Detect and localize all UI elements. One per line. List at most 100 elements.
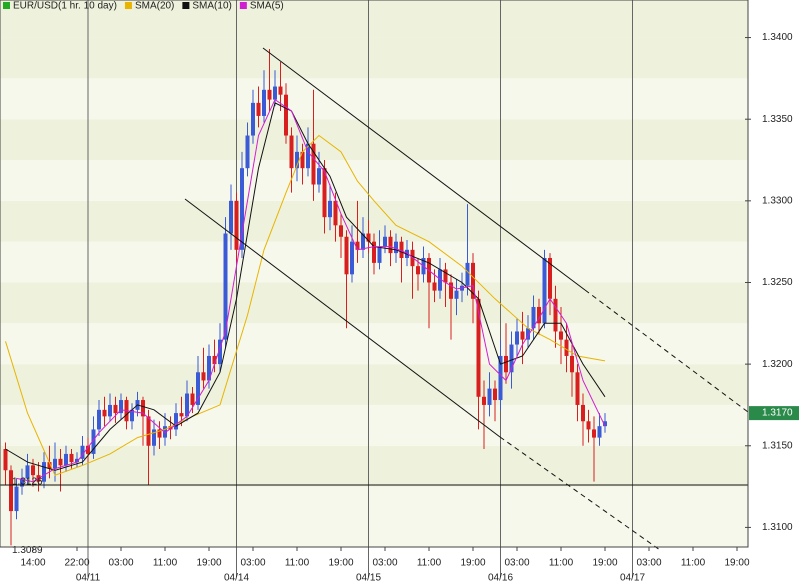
annotations: 1.3100 1.3150 1.3200 1.3250 1.3300 1.3350 1.34… (0, 32, 799, 584)
candle-body (322, 168, 327, 218)
band (0, 0, 748, 38)
candle-body (157, 429, 162, 438)
plot-border (0, 0, 749, 548)
x-tick-label: 22:00 (64, 558, 89, 569)
y-tick-label: 1.3100 (762, 522, 793, 533)
candle-body (130, 409, 134, 422)
candle-body (372, 241, 376, 263)
candle-body (91, 429, 96, 454)
band (0, 364, 748, 405)
y-tick-label: 1.3400 (762, 32, 793, 43)
candle-body (449, 282, 453, 299)
x-tick-label: 19:00 (592, 558, 617, 569)
candle-body (504, 355, 508, 373)
band (0, 160, 748, 201)
date-label: 04/15 (356, 573, 381, 584)
candle-body (20, 478, 24, 487)
sma-line (5, 102, 606, 471)
candle-body (278, 86, 283, 95)
candle-body (350, 241, 354, 275)
x-tick-label: 11:00 (549, 558, 574, 569)
candle-body (548, 257, 552, 299)
candle-body (80, 445, 85, 459)
y-tick-label: 1.3150 (762, 440, 793, 451)
candle-body (25, 465, 30, 479)
candle-body (438, 269, 442, 291)
bands (0, 0, 748, 547)
candle-body (152, 429, 156, 446)
candle-body (355, 241, 360, 250)
y-tick-label: 1.3200 (762, 359, 793, 370)
candle-body (251, 102, 255, 136)
band (0, 119, 748, 161)
candle-body (119, 400, 123, 414)
low-label: 1.3089 (12, 545, 43, 556)
x-tick-label: 11:00 (417, 558, 442, 569)
candle-body (201, 372, 206, 381)
last-price-box (749, 406, 799, 421)
candle-body (531, 306, 536, 329)
candle-body (377, 246, 382, 263)
candle-body (69, 453, 74, 463)
candle-body (234, 200, 239, 250)
legend-label: SMA(20) (135, 1, 174, 12)
candle-body (471, 262, 475, 299)
date-label: 04/14 (224, 573, 249, 584)
legend-label: EUR/USD(1 hr. 10 day) (13, 1, 117, 12)
candle-body (476, 298, 481, 397)
trend-line (499, 436, 661, 551)
x-tick-label: 19:00 (460, 558, 485, 569)
candle-body (482, 396, 486, 405)
candle-body (295, 151, 299, 169)
candle-body (108, 404, 112, 417)
candle-body (212, 355, 217, 365)
candle-body (3, 449, 8, 471)
x-tick-label: 03:00 (108, 558, 133, 569)
trend-line (262, 47, 586, 291)
candle-body (196, 372, 200, 405)
candle-body (344, 236, 349, 275)
candle-body (311, 143, 316, 185)
candle-body (443, 269, 448, 283)
candle-body (185, 393, 189, 417)
candle-body (163, 426, 167, 438)
candle-body (223, 233, 228, 340)
candle-body (416, 266, 420, 275)
candle-body (520, 331, 525, 340)
band (0, 323, 748, 365)
band (0, 404, 748, 446)
trend-lines (184, 47, 749, 551)
candle-body (581, 404, 585, 422)
candle-body (267, 89, 272, 100)
candle-body (229, 200, 233, 234)
candle-body (515, 331, 519, 345)
candle-body (289, 135, 294, 169)
candle-body (317, 168, 321, 185)
x-tick-label: 03:00 (240, 558, 265, 569)
candle-body (75, 458, 79, 463)
candle-body (432, 282, 437, 291)
candle-body (300, 151, 305, 169)
candle-body (509, 344, 514, 373)
x-tick-label: 19:00 (328, 558, 353, 569)
band (0, 282, 748, 324)
date-label: 04/11 (76, 573, 101, 584)
candle-body (245, 135, 250, 169)
candle-body (218, 339, 222, 365)
candle-body (146, 416, 151, 446)
candle-body (333, 200, 338, 226)
band (0, 486, 748, 528)
candle-body (328, 200, 332, 218)
x-tick-label: 03:00 (504, 558, 529, 569)
sma-line (5, 134, 606, 476)
band (0, 527, 748, 547)
candle-body (570, 355, 574, 373)
candle-body (42, 462, 46, 482)
x-tick-label: 14:00 (20, 558, 45, 569)
x-tick-label: 19:00 (196, 558, 221, 569)
legend-swatch (3, 2, 10, 9)
candle-body (284, 94, 288, 136)
candle-body (207, 355, 211, 381)
candle-body (383, 236, 387, 247)
